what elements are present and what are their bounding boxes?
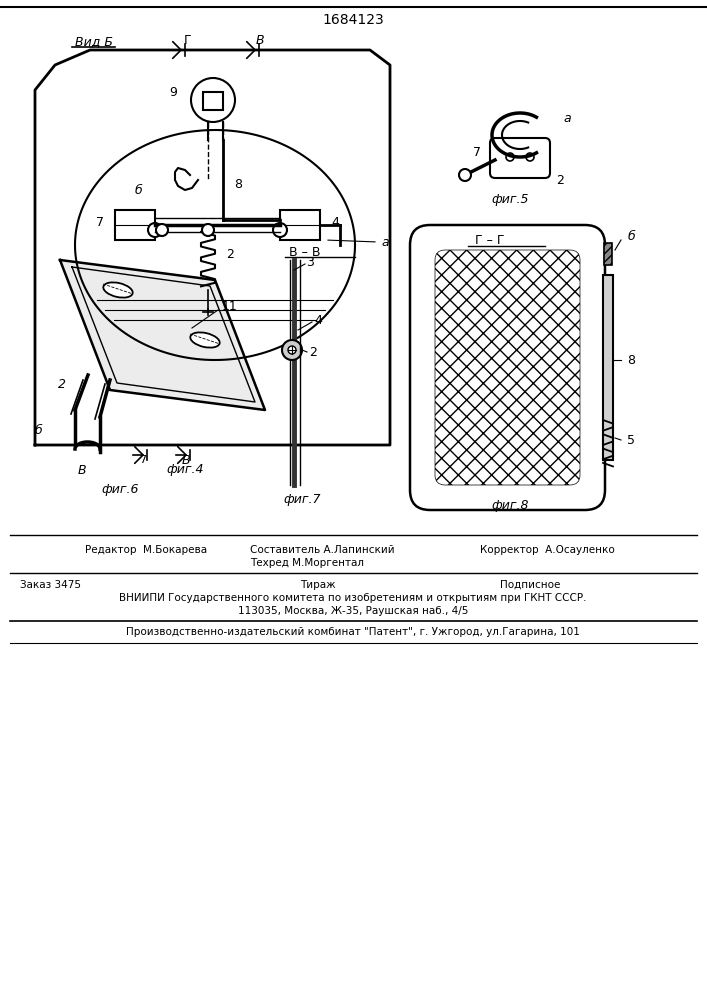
Text: а: а: [563, 111, 571, 124]
Text: Подписное: Подписное: [500, 580, 561, 590]
Text: фиг.6: фиг.6: [101, 484, 139, 496]
Polygon shape: [60, 260, 265, 410]
Text: 11: 11: [222, 300, 238, 314]
Text: 7: 7: [139, 455, 146, 465]
Circle shape: [202, 224, 214, 236]
Text: б: б: [627, 231, 635, 243]
Text: 2: 2: [58, 378, 66, 391]
Text: Г: Г: [185, 33, 192, 46]
Text: Техред М.Моргентал: Техред М.Моргентал: [250, 558, 364, 568]
Text: Производственно-издательский комбинат "Патент", г. Ужгород, ул.Гагарина, 101: Производственно-издательский комбинат "П…: [126, 627, 580, 637]
Text: Заказ 3475: Заказ 3475: [20, 580, 81, 590]
Text: В – В: В – В: [289, 245, 321, 258]
Circle shape: [288, 346, 296, 354]
Text: фиг.4: фиг.4: [166, 464, 204, 477]
Text: 7: 7: [96, 217, 104, 230]
Text: б: б: [34, 424, 42, 436]
Text: фиг.8: фиг.8: [491, 498, 529, 512]
Text: фиг.7: фиг.7: [284, 493, 321, 506]
Text: 7: 7: [473, 145, 481, 158]
Text: 4: 4: [331, 217, 339, 230]
Circle shape: [459, 169, 471, 181]
Bar: [603, 275, 613, 460]
Text: Тираж: Тираж: [300, 580, 336, 590]
Ellipse shape: [103, 282, 133, 298]
Text: фиг.5: фиг.5: [491, 194, 529, 207]
Text: 2: 2: [226, 248, 234, 261]
Text: 4: 4: [314, 314, 322, 326]
Circle shape: [282, 340, 302, 360]
Bar: [280, 210, 320, 240]
Text: 113035, Москва, Ж-35, Раушская наб., 4/5: 113035, Москва, Ж-35, Раушская наб., 4/5: [238, 606, 468, 616]
Text: ВНИИПИ Государственного комитета по изобретениям и открытиям при ГКНТ СССР.: ВНИИПИ Государственного комитета по изоб…: [119, 593, 587, 603]
Text: 8: 8: [627, 354, 635, 366]
Text: 9: 9: [169, 87, 177, 100]
Circle shape: [273, 223, 287, 237]
Text: В: В: [182, 454, 190, 466]
Circle shape: [148, 223, 162, 237]
Bar: [604, 243, 612, 265]
Text: 8: 8: [234, 178, 242, 192]
Text: Вид Б: Вид Б: [75, 35, 113, 48]
Text: В: В: [78, 464, 86, 477]
Text: 2: 2: [556, 174, 564, 186]
Text: 2: 2: [309, 346, 317, 359]
Bar: [203, 92, 223, 110]
Bar: [115, 210, 155, 240]
Text: Редактор  М.Бокарева: Редактор М.Бокарева: [85, 545, 207, 555]
Text: В: В: [256, 33, 264, 46]
Bar: [604, 243, 612, 265]
Circle shape: [156, 224, 168, 236]
Text: Корректор  А.Осауленко: Корректор А.Осауленко: [480, 545, 615, 555]
Text: а: а: [381, 235, 389, 248]
Text: Составитель А.Лапинский: Составитель А.Лапинский: [250, 545, 395, 555]
Text: Г – Г: Г – Г: [475, 233, 505, 246]
Text: 3: 3: [306, 255, 314, 268]
Ellipse shape: [190, 332, 220, 348]
Text: 1684123: 1684123: [322, 13, 384, 27]
Text: 5: 5: [627, 434, 635, 446]
Text: б: б: [134, 184, 142, 196]
